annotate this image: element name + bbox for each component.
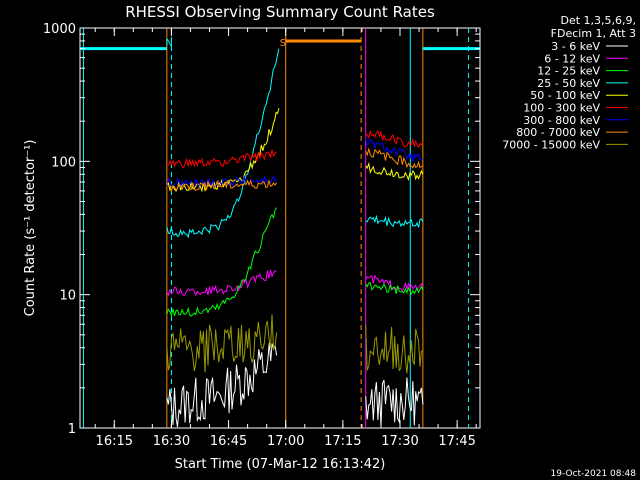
series-line-6-seg-0 — [166, 175, 277, 188]
flag-marker-label: N — [165, 38, 172, 49]
series-line-0-seg-1 — [365, 377, 424, 426]
legend-entry-label: 800 - 7000 keV — [516, 126, 600, 139]
legend-entry-label: 100 - 300 keV — [523, 102, 600, 115]
x-tick-label: 17:00 — [267, 434, 304, 449]
legend-entry-label: 12 - 25 keV — [537, 65, 600, 78]
y-tick-label: 1 — [68, 422, 76, 437]
series-line-5-seg-0 — [166, 149, 277, 169]
legend-entry-label: 7000 - 15000 keV — [502, 138, 600, 151]
x-tick-label: 16:45 — [210, 434, 247, 449]
series-line-2-seg-0 — [166, 207, 278, 317]
series-line-4-seg-1 — [365, 161, 424, 182]
x-tick-label: 17:15 — [324, 434, 361, 449]
chart-title: RHESSI Observing Summary Count Rates — [125, 3, 435, 21]
y-tick-label: 1000 — [43, 22, 76, 37]
legend-header: FDecim 1, Att 3 — [551, 27, 636, 40]
series-line-7-seg-1 — [365, 147, 424, 169]
y-axis-label: Count Rate (s⁻¹ detector⁻¹) — [23, 140, 38, 317]
x-tick-label: 17:45 — [438, 434, 475, 449]
series-line-8-seg-0 — [166, 314, 278, 373]
series-line-3-seg-1 — [365, 214, 424, 228]
series-line-3-seg-0 — [166, 48, 280, 239]
series-line-7-seg-0 — [166, 179, 278, 193]
legend-entry-label: 6 - 12 keV — [544, 52, 600, 65]
x-tick-label: 17:30 — [381, 434, 418, 449]
flag-marker-label: S — [280, 38, 286, 49]
series-lines — [166, 48, 424, 428]
axis-ticks: 16:15 16:30 16:45 17:00 17:15 17:30 17:45 1 10 10… — [43, 22, 480, 449]
legend-entry-label: 50 - 100 keV — [530, 89, 600, 102]
timestamp: 19-Oct-2021 08:48 — [551, 469, 637, 479]
series-line-6-seg-1 — [365, 137, 424, 162]
series-line-2-seg-1 — [365, 282, 424, 296]
legend-entry-label: 300 - 800 keV — [523, 114, 600, 127]
series-line-1-seg-1 — [365, 274, 424, 293]
x-tick-label: 16:15 — [96, 434, 133, 449]
plot-frame — [79, 27, 481, 429]
y-tick-label: 100 — [51, 155, 76, 170]
series-line-1-seg-0 — [166, 269, 277, 297]
legend-header: Det 1,3,5,6,9, — [560, 14, 636, 27]
legend-entry-label: 3 - 6 keV — [551, 40, 600, 53]
series-line-8-seg-1 — [365, 324, 424, 374]
legend: Det 1,3,5,6,9,FDecim 1, Att 33 - 6 keV6 … — [502, 14, 636, 151]
series-line-4-seg-0 — [166, 108, 280, 193]
series-line-5-seg-1 — [365, 129, 424, 149]
series-line-0-seg-0 — [166, 342, 278, 428]
plot-border — [79, 27, 481, 429]
x-tick-label: 16:30 — [153, 434, 190, 449]
y-tick-label: 10 — [59, 289, 76, 304]
x-axis-label: Start Time (07-Mar-12 16:13:42) — [175, 457, 386, 472]
legend-entry-label: 25 - 50 keV — [537, 77, 600, 90]
